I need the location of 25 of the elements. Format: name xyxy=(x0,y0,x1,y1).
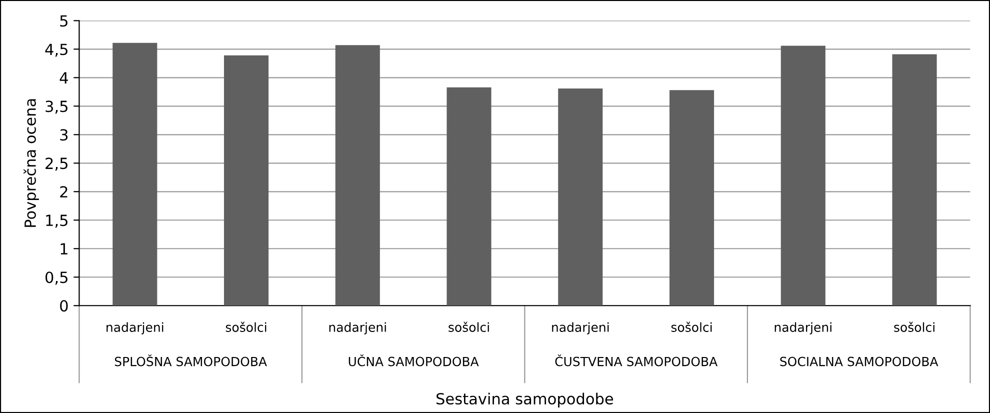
x-tick-label: nadarjeni xyxy=(106,322,164,334)
y-tick-label: 3 xyxy=(60,129,68,141)
text: SOCIALNA SAMOPODOBA xyxy=(780,356,938,366)
x-tick-label: sošolci xyxy=(226,322,266,332)
y-tick-label: 4,5 xyxy=(45,44,68,57)
x-tick-label: nadarjeni xyxy=(774,322,832,334)
y-tick-label: 4 xyxy=(60,72,68,84)
x-tick-label: nadarjeni xyxy=(329,322,386,334)
x-tick-label: sošolci xyxy=(671,322,712,332)
y-tick-label: 2,5 xyxy=(46,158,68,171)
text: ČUSTVENA SAMOPODOBA xyxy=(555,354,718,366)
y-tick-label: 3,5 xyxy=(46,100,68,114)
y-tick-label: 0 xyxy=(60,300,68,312)
y-axis-title: Povprečna ocena xyxy=(24,99,39,227)
text: SPLOŠNA SAMOPODOBA xyxy=(114,354,267,366)
text: UČNA SAMOPODOBA xyxy=(348,354,479,366)
x-axis-title: Sestavina samopodobe xyxy=(436,392,614,408)
y-tick-label: 5 xyxy=(60,15,68,27)
y-tick-label: 1 xyxy=(60,243,68,254)
y-tick-label: 2 xyxy=(60,186,68,198)
y-tick-label: 1,5 xyxy=(46,214,68,228)
x-tick-label: sošolci xyxy=(448,322,489,332)
x-tick-label: sošolci xyxy=(894,322,934,332)
y-tick-label: 0,5 xyxy=(45,272,68,285)
x-tick-label: nadarjeni xyxy=(552,322,609,334)
